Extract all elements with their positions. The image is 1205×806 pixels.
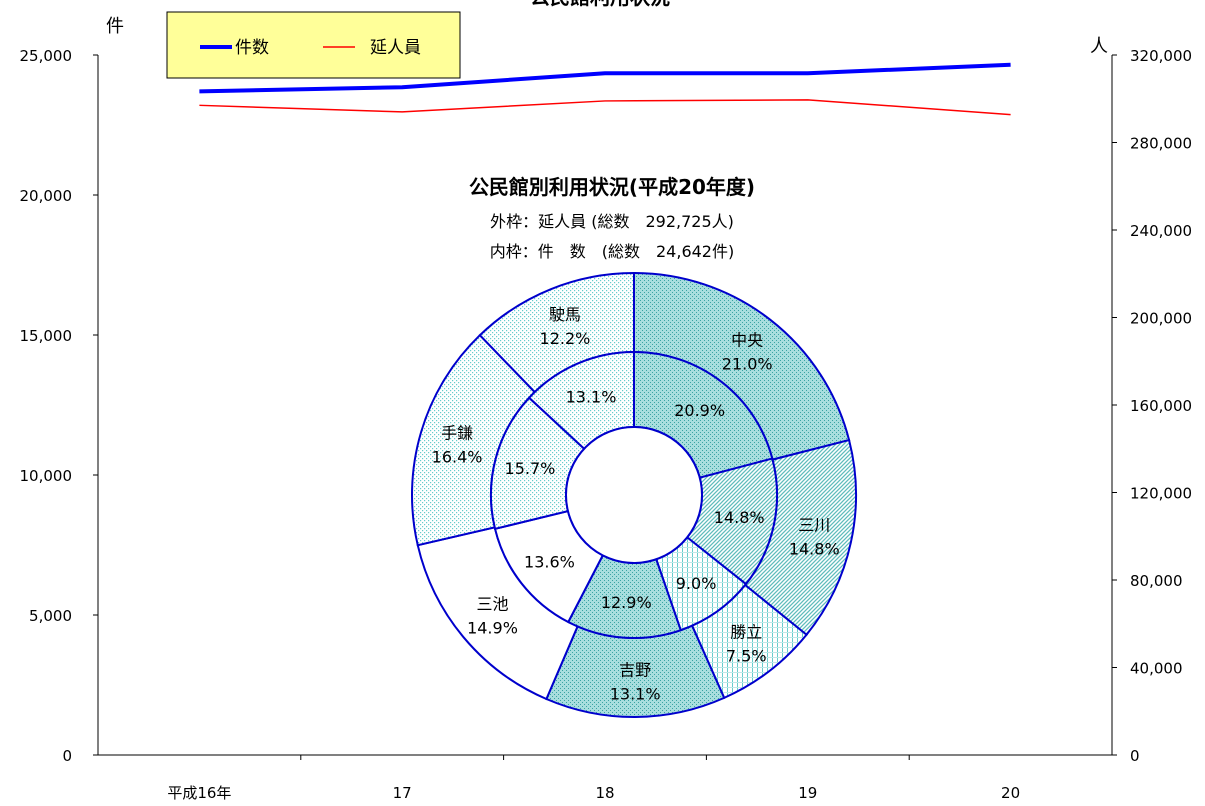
pie-title: 公民館別利用状況(平成20年度) [469, 175, 755, 199]
inner-slice-percent: 13.1% [566, 387, 617, 406]
y-right-tick-label: 80,000 [1130, 572, 1183, 590]
outer-slice-name: 三池 [476, 594, 508, 613]
y-right-tick-label: 40,000 [1130, 660, 1183, 678]
y-right-tick-label: 240,000 [1130, 222, 1192, 240]
x-tick-label: 20 [1001, 784, 1020, 802]
donut-hole [565, 426, 703, 564]
y-right-tick-label: 160,000 [1130, 397, 1192, 415]
pie-subtitle-inner: 内枠：件 数 (総数 24,642件) [490, 242, 734, 261]
inner-slice-percent: 15.7% [505, 459, 556, 478]
outer-slice-percent: 14.8% [789, 539, 840, 558]
outer-slice-percent: 16.4% [432, 448, 483, 467]
legend: 件数 延人員 [166, 11, 461, 79]
x-ticks: 平成16年 17 18 19 20 [167, 755, 1020, 802]
outer-slice-name: 勝立 [730, 622, 762, 641]
inner-slice-percent: 13.6% [524, 552, 575, 571]
y-right-tick-label: 0 [1130, 747, 1140, 765]
y-right-tick-label: 120,000 [1130, 485, 1192, 503]
y-left-tick-label: 15,000 [20, 327, 73, 345]
legend-label-nobejinin: 延人員 [370, 38, 421, 58]
outer-slice-name: 三川 [798, 515, 830, 534]
chart-title: 公民館利用状況 [530, 0, 670, 9]
inner-slice-percent: 12.9% [601, 593, 652, 612]
y-left-tick-label: 0 [62, 747, 72, 765]
inner-slice-percent: 14.8% [714, 508, 765, 527]
outer-slice-name: 中央 [731, 330, 763, 349]
y-right-tick-label: 200,000 [1130, 310, 1192, 328]
y-right-ticks: 0 40,000 80,000 120,000 160,000 200,000 240,00… [1112, 47, 1192, 765]
legend-label-kensu: 件数 [235, 38, 269, 58]
x-tick-label: 19 [798, 784, 817, 802]
y-right-tick-label: 320,000 [1130, 47, 1192, 65]
y-left-tick-label: 10,000 [20, 467, 73, 485]
y-left-ticks: 0 5,000 10,000 15,000 20,000 25,000 [20, 47, 98, 765]
inner-slice-percent: 20.9% [674, 401, 725, 420]
series-line-kensu [199, 62, 1011, 94]
outer-slice-name: 吉野 [619, 660, 651, 679]
outer-slice-name: 駛馬 [549, 305, 581, 324]
y-left-tick-label: 25,000 [20, 47, 73, 65]
outer-slice-percent: 21.0% [722, 354, 773, 373]
x-tick-label: 平成16年 [167, 784, 231, 802]
outer-slice-percent: 12.2% [540, 329, 591, 348]
outer-slice-name: 手鎌 [441, 424, 473, 443]
inner-slice-percent: 9.0% [676, 574, 717, 593]
y-left-unit: 件 [106, 16, 124, 37]
y-left-tick-label: 5,000 [29, 607, 72, 625]
x-tick-label: 17 [393, 784, 412, 802]
donut-chart: 中央 21.0% 三川 14.8% 勝立 7.5% 吉野 13.1% 三池 14.9% 手鎌 16.4… [411, 271, 857, 718]
y-right-unit: 人 [1090, 36, 1108, 57]
y-right-tick-label: 280,000 [1130, 135, 1192, 153]
outer-slice-percent: 14.9% [467, 618, 518, 637]
pie-subtitle-outer: 外枠：延人員 (総数 292,725人) [490, 212, 734, 231]
line-series [199, 62, 1011, 116]
x-tick-label: 18 [595, 784, 614, 802]
y-left-tick-label: 20,000 [20, 187, 73, 205]
series-line-nobejinin [199, 99, 1011, 116]
outer-slice-percent: 13.1% [610, 684, 661, 703]
outer-slice-percent: 7.5% [726, 646, 767, 665]
